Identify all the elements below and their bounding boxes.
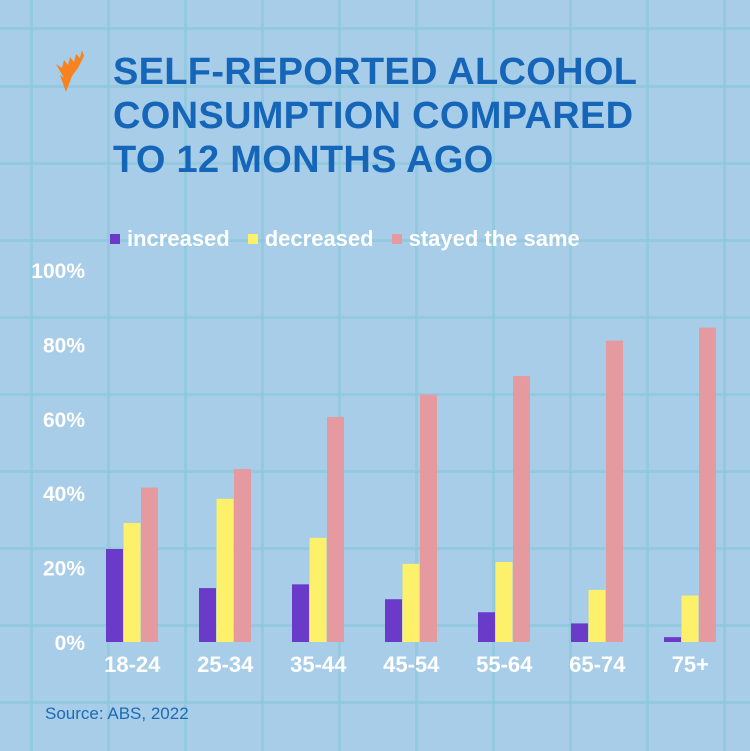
- y-tick-label: 20%: [43, 558, 85, 581]
- bar-increased-55-64: [478, 612, 495, 642]
- legend-label: stayed the same: [408, 226, 580, 251]
- x-tick-label: 45-54: [383, 652, 440, 677]
- legend-item-decreased: decreased: [247, 226, 374, 252]
- bar-increased-35-44: [292, 584, 309, 642]
- bar-increased-45-54: [385, 599, 402, 642]
- y-tick-label: 60%: [43, 409, 85, 432]
- bar-increased-25-34: [199, 588, 216, 642]
- bar-decreased-75+: [681, 595, 699, 642]
- bar-stayed-the-same-75+: [699, 327, 716, 642]
- bar-stayed-the-same-65-74: [606, 340, 623, 642]
- source-note: Source: ABS, 2022: [45, 704, 189, 723]
- legend-item-same: stayed the same: [391, 226, 580, 252]
- bar-stayed-the-same-25-34: [234, 469, 251, 642]
- y-tick-label: 0%: [55, 632, 86, 655]
- bar-decreased-18-24: [123, 522, 141, 642]
- legend-item-increased: increased: [110, 226, 230, 252]
- x-tick-label: 25-34: [197, 652, 254, 677]
- legend-label: increased: [127, 226, 230, 251]
- bar-increased-75+: [664, 637, 681, 642]
- x-tick-label: 65-74: [569, 652, 626, 677]
- title-line: SELF-REPORTED ALCOHOL: [113, 51, 638, 93]
- bar-stayed-the-same-35-44: [327, 416, 344, 642]
- bar-decreased-55-64: [495, 562, 513, 642]
- bar-stayed-the-same-45-54: [420, 394, 437, 642]
- bar-decreased-25-34: [216, 498, 234, 642]
- bar-decreased-35-44: [309, 537, 327, 642]
- chart-title: SELF-REPORTED ALCOHOL CONSUMPTION COMPAR…: [113, 50, 637, 182]
- legend-swatch: [247, 234, 258, 244]
- legend-swatch: [110, 234, 120, 244]
- x-tick-label: 55-64: [476, 652, 533, 677]
- x-tick-label: 18-24: [104, 652, 161, 677]
- y-tick-label: 100%: [31, 260, 85, 283]
- bar-increased-18-24: [106, 549, 123, 642]
- bar-stayed-the-same-55-64: [513, 376, 530, 642]
- legend-swatch: [391, 234, 402, 244]
- bar-increased-65-74: [571, 623, 588, 642]
- sbs-logo-icon: [44, 50, 90, 115]
- legend: increased decreased stayed the same: [110, 226, 580, 252]
- y-tick-label: 40%: [43, 483, 85, 506]
- x-tick-label: 35-44: [290, 652, 347, 677]
- title-line: TO 12 MONTHS AGO: [113, 139, 494, 181]
- bar-decreased-65-74: [588, 589, 606, 642]
- x-tick-label: 75+: [672, 652, 709, 677]
- bar-decreased-45-54: [402, 563, 420, 642]
- title-line: CONSUMPTION COMPARED: [113, 95, 634, 137]
- bar-stayed-the-same-18-24: [141, 487, 158, 642]
- legend-label: decreased: [264, 226, 374, 251]
- y-tick-label: 80%: [43, 334, 85, 357]
